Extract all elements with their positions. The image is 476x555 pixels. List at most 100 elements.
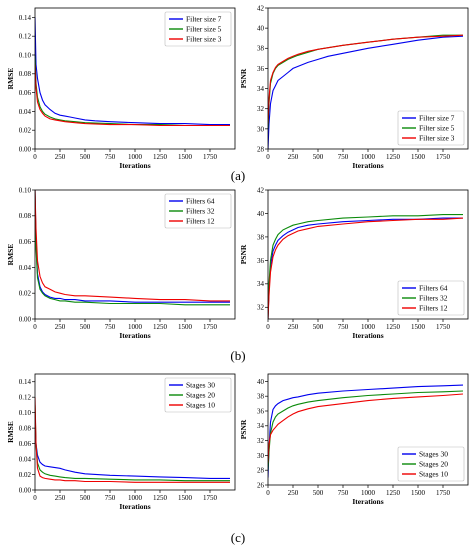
x-tick-label: 1250 — [386, 323, 401, 331]
x-tick-label: 1250 — [153, 153, 168, 161]
legend-box — [164, 377, 232, 413]
y-tick-label: 0.04 — [19, 108, 32, 116]
y-axis-label: RMSE — [6, 68, 15, 90]
series-line-stages-30 — [35, 420, 230, 479]
legend-box — [164, 11, 232, 47]
x-tick-label: 1000 — [361, 323, 376, 331]
x-tick-label: 1750 — [203, 153, 218, 161]
series-line-filter-size-5 — [35, 54, 230, 127]
y-axis-label: PSNR — [239, 244, 248, 264]
x-tick-label: 1500 — [178, 494, 193, 502]
y-tick-label: 0.02 — [19, 127, 32, 135]
y-axis-label: RMSE — [6, 244, 15, 266]
y-tick-label: 34 — [257, 280, 265, 288]
y-tick-label: 0.06 — [19, 440, 32, 448]
legend-label: Filters 12 — [419, 304, 448, 313]
x-tick-label: 750 — [105, 494, 116, 502]
x-tick-label: 1750 — [203, 323, 218, 331]
y-tick-label: 34 — [257, 85, 265, 93]
x-tick-label: 1250 — [153, 494, 168, 502]
chart-panel-a-right: 0 250 500 750 1000 1250 1500 1750 28 30 32 34 36 38 40… — [239, 4, 469, 170]
x-tick-label: 750 — [105, 153, 116, 161]
x-tick-label: 1750 — [436, 153, 451, 161]
y-tick-label: 0.08 — [19, 70, 32, 78]
x-tick-label: 1500 — [178, 323, 193, 331]
x-tick-label: 0 — [266, 153, 270, 161]
y-tick-label: 0.02 — [19, 290, 32, 298]
x-tick-label: 750 — [338, 323, 349, 331]
x-tick-label: 1250 — [386, 153, 401, 161]
legend-label: Filter size 3 — [419, 134, 455, 143]
y-tick-label: 30 — [257, 125, 265, 133]
x-tick-label: 1500 — [178, 153, 193, 161]
y-tick-label: 36 — [257, 407, 265, 415]
legend-label: Filters 12 — [186, 217, 215, 226]
series-line-filters-12 — [35, 190, 230, 302]
series-line-filters-12 — [268, 217, 464, 319]
y-tick-label: 28 — [257, 145, 265, 153]
y-tick-label: 26 — [257, 481, 265, 489]
y-tick-label: 40 — [257, 25, 265, 33]
chart-panel-c-right: 0 250 500 750 1000 1250 1500 1750 26 28 30 32 34 36 38… — [239, 373, 469, 506]
x-tick-label: 1750 — [203, 494, 218, 502]
x-tick-label: 250 — [288, 323, 299, 331]
legend-box — [397, 110, 465, 146]
x-tick-label: 500 — [313, 489, 324, 497]
x-tick-label: 1000 — [361, 153, 376, 161]
series-line-filter-size-3 — [35, 64, 230, 127]
legend-label: Stages 20 — [419, 460, 448, 469]
y-axis-label: PSNR — [239, 68, 248, 88]
x-tick-label: 0 — [33, 323, 37, 331]
x-tick-label: 250 — [288, 489, 299, 497]
x-tick-label: 750 — [338, 489, 349, 497]
legend-label: Stages 20 — [186, 391, 215, 400]
y-tick-label: 0.08 — [19, 212, 32, 220]
y-axis-label: RMSE — [6, 421, 15, 443]
x-tick-label: 1500 — [411, 153, 426, 161]
series-line-filters-64 — [35, 190, 230, 303]
x-tick-label: 1000 — [128, 153, 143, 161]
x-axis-label: Iterations — [352, 497, 383, 506]
x-tick-label: 0 — [33, 494, 37, 502]
series-group — [268, 214, 464, 319]
x-axis-label: Iterations — [119, 331, 150, 340]
y-tick-label: 0.02 — [19, 471, 32, 479]
y-tick-label: 0.04 — [19, 455, 32, 463]
legend-label: Filter size 3 — [186, 35, 222, 44]
x-axis-label: Iterations — [119, 502, 150, 511]
row-label-c: (c) — [231, 530, 245, 545]
row-label-b: (b) — [230, 348, 245, 363]
x-tick-label: 1250 — [386, 489, 401, 497]
x-tick-label: 1000 — [128, 494, 143, 502]
chart-panel-c-left: 0 250 500 750 1000 1250 1500 1750 0.00 0.02 0.04 0.… — [6, 373, 236, 511]
chart-panel-b-left: 0 250 500 750 1000 1250 1500 1750 0.00 0.02 0.04 0.… — [6, 186, 236, 340]
series-line-filter-size-7 — [268, 35, 464, 149]
x-tick-label: 750 — [338, 153, 349, 161]
x-tick-label: 1750 — [436, 489, 451, 497]
y-tick-label: 0.12 — [19, 33, 32, 41]
y-tick-label: 40 — [257, 378, 265, 386]
y-tick-label: 0.00 — [19, 486, 32, 494]
x-tick-label: 500 — [80, 153, 91, 161]
y-tick-label: 38 — [257, 45, 265, 53]
y-tick-label: 40 — [257, 210, 265, 218]
x-tick-label: 0 — [266, 489, 270, 497]
x-axis-label: Iterations — [352, 331, 383, 340]
x-tick-label: 500 — [313, 323, 324, 331]
y-tick-label: 0.00 — [19, 315, 32, 323]
legend-label: Stages 10 — [186, 401, 215, 410]
legend-box — [397, 280, 465, 316]
legend-label: Stages 30 — [186, 381, 215, 390]
x-tick-label: 500 — [80, 323, 91, 331]
y-tick-label: 38 — [257, 393, 265, 401]
x-tick-label: 250 — [55, 494, 66, 502]
series-line-filters-32 — [268, 214, 463, 319]
series-line-filters-64 — [268, 217, 463, 319]
row-label-a: (a) — [231, 168, 245, 183]
